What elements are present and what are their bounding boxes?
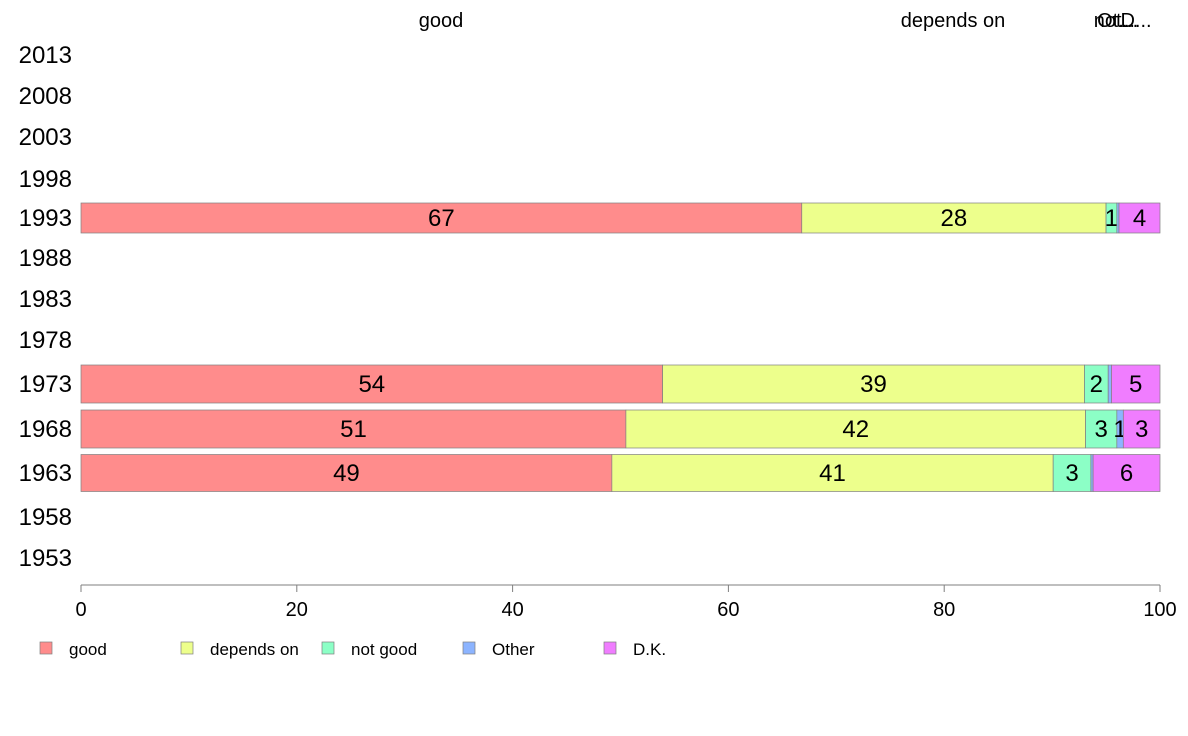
legend-label: depends on <box>210 640 299 659</box>
category-labels: 2013 2008 2003 1998 1993 1988 1983 1978 1973 1968… <box>19 42 72 572</box>
data-label: 41 <box>819 460 846 487</box>
x-axis: 0 20 40 60 80 100 <box>75 584 1177 621</box>
legend-swatch <box>321 641 335 655</box>
x-tick-label: 0 <box>75 599 86 621</box>
top-label: good <box>419 10 464 32</box>
data-label: 39 <box>860 371 887 398</box>
category-label: 1968 <box>19 416 72 443</box>
data-label: 4 <box>1133 205 1146 232</box>
category-label: 1973 <box>19 371 72 398</box>
top-label: not... <box>1094 10 1138 32</box>
legend: good depends on not good Other D.K. <box>39 640 666 659</box>
bar-segment <box>1085 409 1118 449</box>
category-label: 1978 <box>19 327 72 354</box>
bar-segment <box>1111 364 1161 404</box>
bar-segment <box>1092 454 1161 492</box>
data-label: 67 <box>428 205 455 232</box>
x-tick-label: 100 <box>1143 599 1176 621</box>
bar-segment <box>80 409 627 449</box>
data-label: 54 <box>358 371 385 398</box>
bar-segment <box>1052 454 1092 492</box>
x-tick-label: 40 <box>501 599 523 621</box>
bar-segment <box>80 202 803 234</box>
legend-swatch <box>603 641 617 655</box>
x-tick-label: 60 <box>717 599 739 621</box>
x-tick-label: 20 <box>286 599 308 621</box>
legend-label: good <box>69 640 107 659</box>
category-label: 1988 <box>19 245 72 272</box>
bar-segment <box>80 364 663 404</box>
legend-label: D.K. <box>633 640 666 659</box>
data-label: 3 <box>1065 460 1078 487</box>
category-label: 1993 <box>19 205 72 232</box>
legend-label: Other <box>492 640 535 659</box>
legend-swatch <box>180 641 194 655</box>
category-label: 1998 <box>19 166 72 193</box>
bar-segment <box>80 454 613 492</box>
bar-segment <box>625 409 1086 449</box>
category-label: 2003 <box>19 124 72 151</box>
x-tick-label: 80 <box>933 599 955 621</box>
data-label: 28 <box>941 205 968 232</box>
data-label: 1 <box>1105 205 1118 232</box>
top-label: D... <box>1120 10 1151 32</box>
data-label: 42 <box>842 416 869 443</box>
legend-swatch <box>39 641 53 655</box>
category-label: 1958 <box>19 504 72 531</box>
bar-segment <box>611 454 1054 492</box>
data-label: 3 <box>1135 416 1148 443</box>
bar-segment <box>1107 364 1112 404</box>
data-label: 3 <box>1095 416 1108 443</box>
bars: 67 28 1 454 39 2 551 42 3 1 349 41 3 6 <box>80 202 1161 492</box>
bar-segment <box>662 364 1085 404</box>
data-label: 2 <box>1090 371 1103 398</box>
legend-swatch <box>462 641 476 655</box>
bar-segment <box>1122 409 1161 449</box>
category-label: 2013 <box>19 42 72 69</box>
data-label: 6 <box>1120 460 1133 487</box>
top-label: Ot... <box>1097 10 1135 32</box>
bar-segment <box>1118 202 1161 234</box>
data-label: 5 <box>1129 371 1142 398</box>
data-label: 51 <box>340 416 367 443</box>
category-label: 2008 <box>19 83 72 110</box>
category-label: 1953 <box>19 545 72 572</box>
top-labels: good depends on not...Ot...D... <box>419 10 1152 32</box>
category-label: 1963 <box>19 460 72 487</box>
data-label: 49 <box>333 460 360 487</box>
category-label: 1983 <box>19 286 72 313</box>
legend-label: not good <box>351 640 417 659</box>
top-label: depends on <box>901 10 1006 32</box>
